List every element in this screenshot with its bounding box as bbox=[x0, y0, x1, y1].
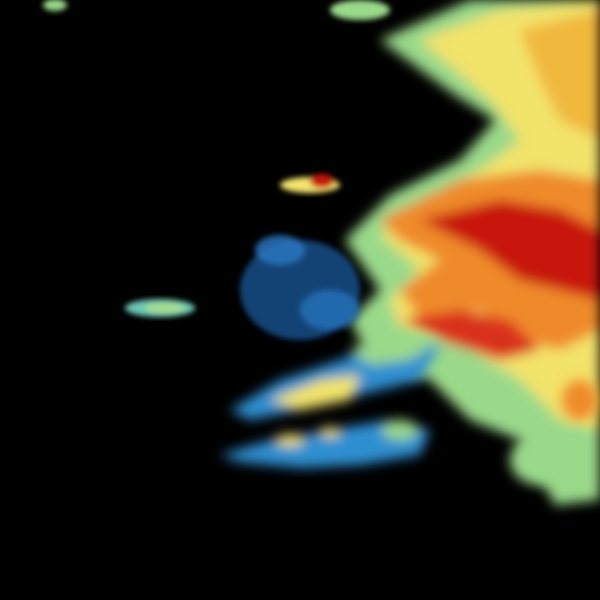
clutter-north bbox=[255, 235, 305, 265]
echo-orange-top bbox=[520, 10, 600, 140]
band-green-2 bbox=[382, 420, 418, 440]
band-inner bbox=[145, 303, 185, 313]
band-blue-2 bbox=[220, 420, 430, 468]
band-yellow-3 bbox=[320, 427, 340, 437]
ground-clutter bbox=[240, 235, 360, 340]
northeast-echo bbox=[345, 0, 600, 505]
echo-corner bbox=[43, 0, 67, 11]
echo-red-band bbox=[400, 310, 540, 360]
top-echo bbox=[43, 0, 390, 20]
echo-top bbox=[330, 0, 390, 20]
clutter-east bbox=[300, 290, 360, 330]
band-orange bbox=[562, 380, 598, 420]
band-green-3 bbox=[510, 435, 570, 485]
echo-red-core bbox=[420, 200, 600, 300]
isolated-cell bbox=[280, 174, 340, 193]
west-band bbox=[125, 299, 195, 317]
cell-core bbox=[310, 174, 334, 188]
band-yellow-2 bbox=[276, 434, 304, 446]
south-bands bbox=[220, 330, 598, 485]
band-yellow-1 bbox=[270, 375, 360, 410]
band-green-1 bbox=[350, 330, 440, 365]
